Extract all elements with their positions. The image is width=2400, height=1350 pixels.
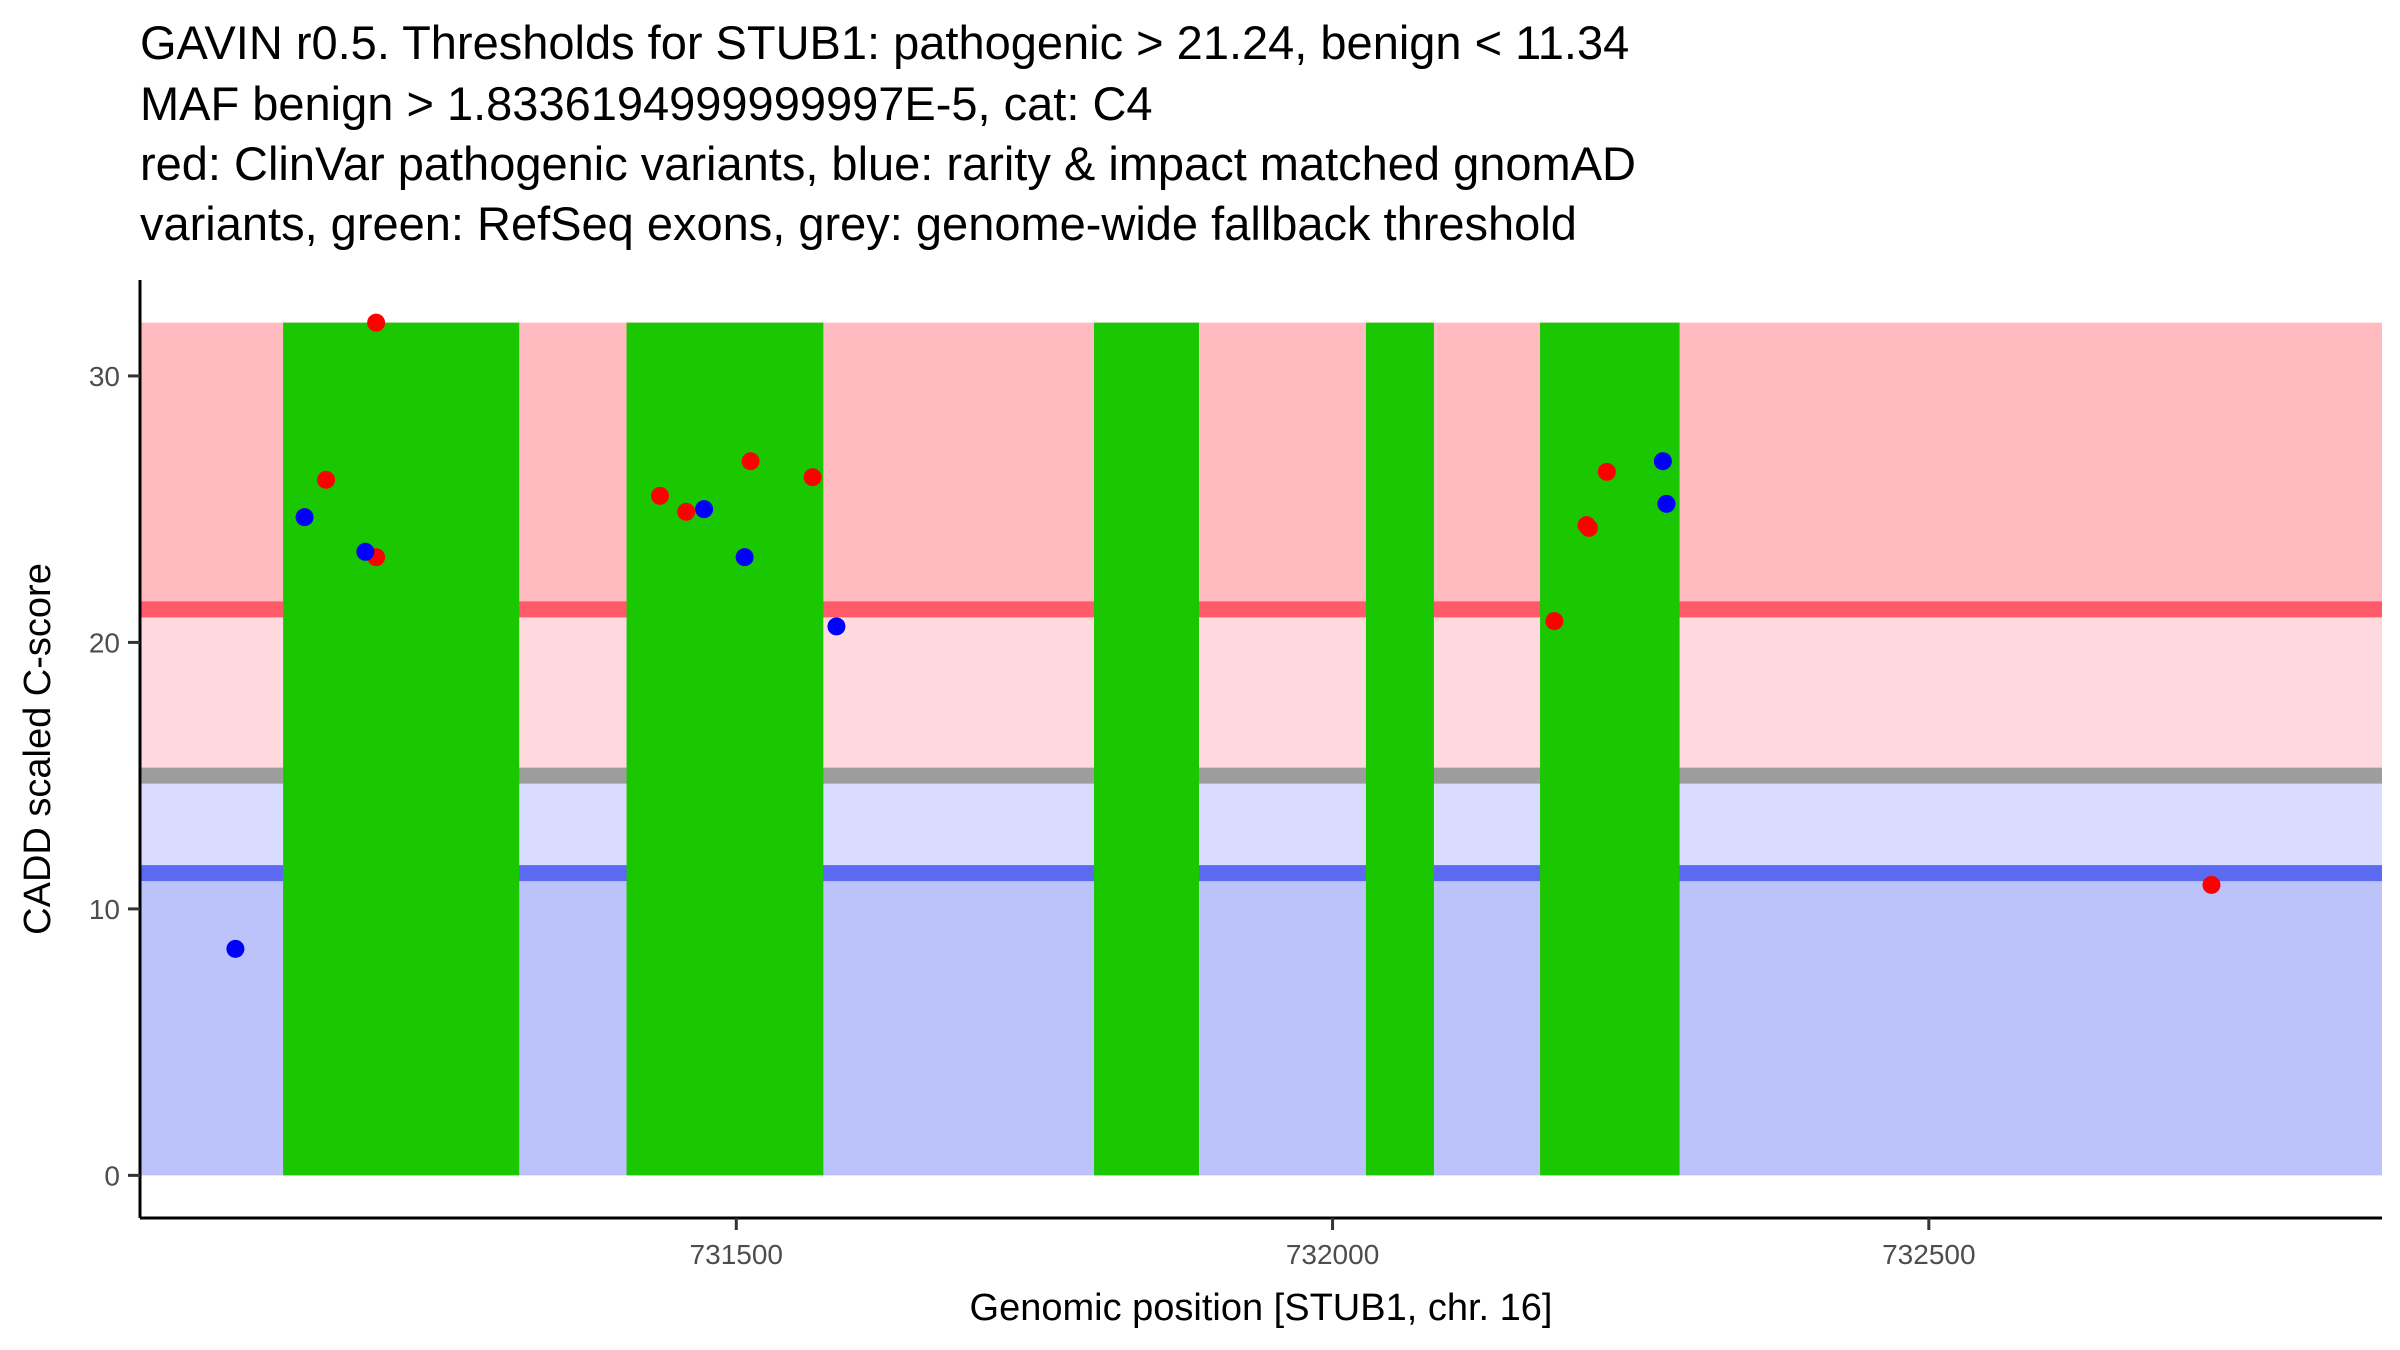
clinvar-point bbox=[367, 313, 386, 332]
y-tick-label: 30 bbox=[89, 361, 120, 392]
x-tick-label: 732000 bbox=[1286, 1239, 1379, 1270]
x-axis-ticks: 731500 732000 732500 bbox=[690, 1218, 1976, 1270]
x-axis-title: Genomic position [STUB1, chr. 16] bbox=[970, 1287, 1553, 1329]
y-tick-label: 20 bbox=[89, 627, 120, 658]
clinvar-point bbox=[803, 468, 822, 487]
clinvar-point bbox=[741, 452, 760, 471]
title-line-1: GAVIN r0.5. Thresholds for STUB1: pathog… bbox=[140, 16, 1629, 69]
exon-2 bbox=[626, 322, 824, 1176]
title-line-4: variants, green: RefSeq exons, grey: gen… bbox=[140, 197, 1577, 250]
exon-3 bbox=[1094, 322, 1199, 1176]
clinvar-point bbox=[650, 486, 669, 505]
gnomad-point bbox=[735, 548, 754, 567]
y-tick-label: 0 bbox=[104, 1160, 120, 1191]
gnomad-point bbox=[1653, 452, 1672, 471]
clinvar-point bbox=[1545, 612, 1564, 631]
exon-5 bbox=[1540, 322, 1680, 1176]
x-tick-label: 731500 bbox=[690, 1239, 783, 1270]
variant-points bbox=[226, 313, 2221, 958]
exon-4 bbox=[1365, 322, 1434, 1176]
gnomad-point bbox=[827, 617, 846, 636]
clinvar-point bbox=[677, 502, 696, 521]
exon-1 bbox=[283, 322, 520, 1176]
x-tick-label: 732500 bbox=[1882, 1239, 1975, 1270]
chart-title: GAVIN r0.5. Thresholds for STUB1: pathog… bbox=[140, 16, 1636, 250]
gnomad-point bbox=[226, 939, 245, 958]
axes bbox=[138, 280, 2382, 1220]
clinvar-point bbox=[317, 470, 336, 489]
gnomad-point bbox=[356, 542, 375, 561]
clinvar-point bbox=[1597, 462, 1616, 481]
title-line-2: MAF benign > 1.8336194999999997E-5, cat:… bbox=[140, 77, 1153, 130]
clinvar-point bbox=[1579, 518, 1598, 537]
y-axis-title: CADD scaled C-score bbox=[17, 563, 59, 935]
y-axis-ticks: 0 10 20 30 bbox=[89, 361, 140, 1191]
gnomad-point bbox=[1657, 494, 1676, 513]
title-line-3: red: ClinVar pathogenic variants, blue: … bbox=[140, 137, 1636, 190]
exon-regions bbox=[283, 322, 1680, 1176]
gnomad-point bbox=[695, 500, 714, 519]
y-tick-label: 10 bbox=[89, 894, 120, 925]
gnomad-point bbox=[295, 508, 314, 527]
clinvar-point bbox=[2202, 875, 2221, 894]
